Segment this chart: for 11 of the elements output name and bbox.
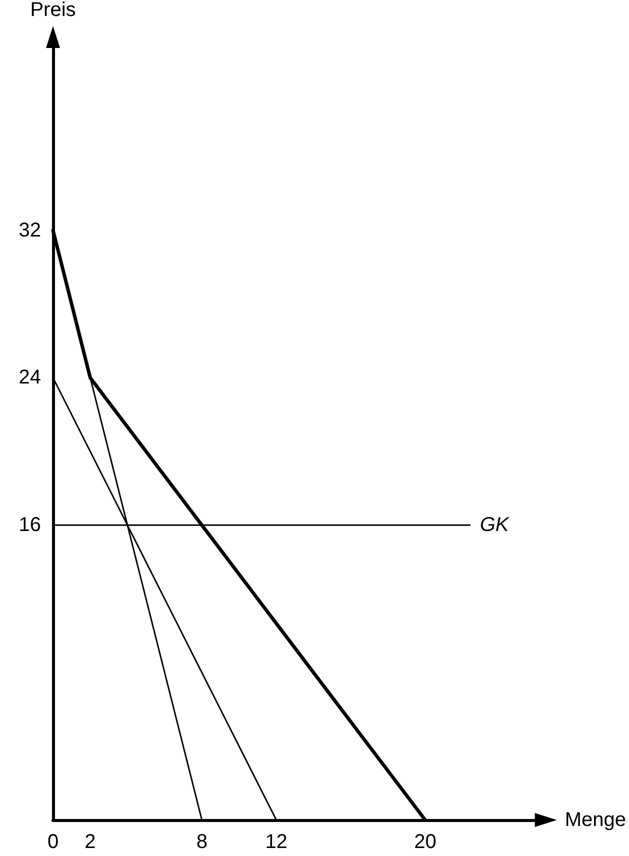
y-axis-title: Preis bbox=[30, 0, 76, 21]
x-tick-label: 12 bbox=[265, 831, 288, 853]
y-tick-label: 32 bbox=[18, 219, 41, 242]
x-axis-title: Menge bbox=[564, 809, 626, 831]
y-tick-label: 24 bbox=[18, 366, 41, 389]
y-tick-label: 16 bbox=[18, 514, 41, 536]
x-tick-label: 2 bbox=[84, 831, 96, 853]
series-label: GK bbox=[480, 514, 510, 536]
x-tick-label: 0 bbox=[47, 831, 59, 853]
x-tick-label: 20 bbox=[414, 831, 436, 853]
x-tick-label: 8 bbox=[196, 831, 208, 853]
